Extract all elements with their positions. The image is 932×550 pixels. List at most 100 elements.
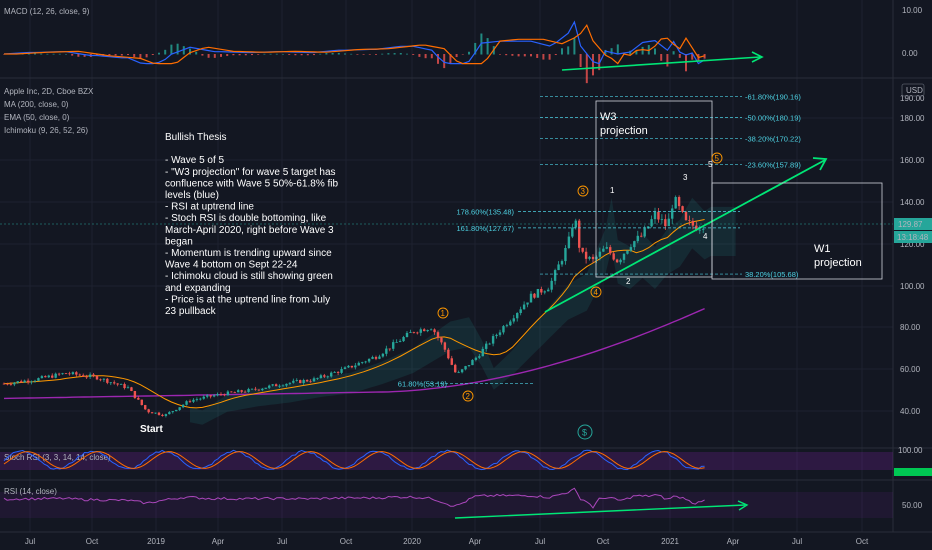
candle-body	[505, 325, 509, 327]
time-tick-8: Jul	[535, 537, 545, 546]
macd-bar	[598, 54, 601, 71]
rsi-tick-0: 50.00	[902, 501, 923, 510]
macd-bar	[182, 46, 185, 55]
w1-label-2: projection	[814, 257, 862, 269]
macd-bar	[461, 54, 464, 55]
candle-body	[333, 372, 336, 373]
candle-body	[126, 387, 130, 389]
candle-body	[247, 388, 250, 392]
candle-body	[212, 395, 216, 397]
candle-body	[602, 248, 605, 252]
legend-ichimoku: Ichimoku (9, 26, 52, 26)	[4, 126, 88, 135]
macd-tick-0: 10.00	[902, 6, 923, 15]
stoch-tick-0: 100.00	[898, 446, 923, 455]
start-label: Start	[140, 424, 163, 435]
candle-body	[491, 336, 495, 344]
thesis-line-4: confluence with Wave 5 50%-61.8% fib	[165, 178, 338, 189]
candle-body	[195, 399, 199, 401]
fib-label-7: 61.80%(53.19)	[398, 379, 448, 388]
candle-body	[688, 220, 691, 221]
candle-body	[629, 247, 633, 251]
time-tick-9: Oct	[597, 537, 610, 546]
macd-bar	[430, 54, 433, 59]
candle-body	[305, 380, 309, 382]
candle-body	[633, 241, 636, 248]
macd-bar	[344, 53, 346, 55]
macd-bar	[34, 53, 36, 55]
macd-pane: MACD (12, 26, close, 9)	[3, 7, 764, 84]
macd-bar	[455, 54, 458, 58]
candle-body	[395, 342, 398, 343]
candle-body	[457, 372, 460, 374]
thesis-line-5: levels (blue)	[165, 190, 219, 201]
candle-body	[519, 309, 522, 314]
macd-bar	[449, 54, 452, 64]
macd-bar	[213, 54, 216, 58]
candle-body	[309, 381, 312, 383]
candle-body	[281, 385, 285, 387]
candle-body	[150, 412, 154, 414]
dividend-icon[interactable]	[577, 424, 593, 440]
candle-body	[336, 372, 340, 373]
bullish-thesis-text: Bullish Thesis - Wave 5 of 5- "W3 project…	[165, 132, 338, 317]
macd-bar	[517, 54, 520, 57]
candle-body	[323, 375, 326, 377]
candle-body	[61, 373, 64, 375]
candle-body	[660, 219, 664, 220]
price-tick-5: 100.00	[900, 282, 925, 291]
macd-bar	[666, 54, 669, 67]
candle-body	[581, 247, 584, 252]
time-axis: Jul Oct 2019 Apr Jul Oct 2020 Apr Jul Oct 2021 Apr J…	[25, 537, 869, 546]
stoch-k-line	[3, 449, 705, 471]
candle-body	[460, 369, 464, 373]
candle-body	[474, 357, 478, 360]
candle-body	[671, 208, 674, 219]
macd-bar	[579, 54, 582, 68]
macd-bar	[201, 54, 204, 56]
candle-body	[119, 384, 123, 385]
candle-body	[495, 334, 498, 337]
candle-body	[467, 365, 471, 367]
candle-body	[257, 389, 261, 391]
candle-body	[571, 227, 574, 237]
candle-body	[144, 405, 147, 410]
candle-body	[137, 397, 140, 400]
wave-circled-1: 1	[441, 309, 446, 318]
thesis-line-6: - RSI at uptrend line	[165, 202, 254, 213]
candle-body	[471, 359, 474, 366]
candle-body	[543, 291, 546, 293]
usd-badge[interactable]	[901, 83, 925, 97]
currency-label: USD	[906, 86, 923, 95]
candle-body	[33, 380, 37, 382]
candle-body	[271, 384, 274, 386]
w1-projection-box	[711, 182, 883, 280]
rsi-uptrend-line	[454, 504, 746, 519]
macd-bar	[325, 53, 328, 55]
candle-body	[385, 348, 388, 354]
macd-bar	[83, 54, 86, 57]
price-tick-3: 140.00	[900, 198, 925, 207]
macd-bar	[71, 54, 74, 56]
candle-body	[409, 332, 412, 333]
time-tick-11: Apr	[727, 537, 740, 546]
candle-body	[374, 357, 378, 359]
thesis-line-7: - Stoch RSI is double bottoming, like	[165, 213, 327, 224]
macd-momentum-trendline	[561, 56, 761, 71]
candle-body	[664, 219, 667, 227]
time-tick-13: Oct	[856, 537, 869, 546]
stoch-d-line	[3, 451, 705, 469]
macd-bar	[381, 53, 384, 55]
thesis-line-14: - Price is at the uptrend line from July	[165, 294, 330, 305]
candle-body	[598, 251, 602, 257]
fib-label-1: -50.00%(180.19)	[745, 114, 801, 123]
candle-body	[199, 398, 202, 400]
candle-body	[23, 380, 26, 383]
candle-body	[292, 380, 295, 383]
macd-bar	[139, 54, 142, 60]
macd-bar	[567, 46, 570, 55]
candle-body	[226, 391, 230, 396]
candle-body	[9, 384, 13, 386]
candle-body	[92, 374, 95, 376]
macd-bar	[244, 54, 247, 56]
